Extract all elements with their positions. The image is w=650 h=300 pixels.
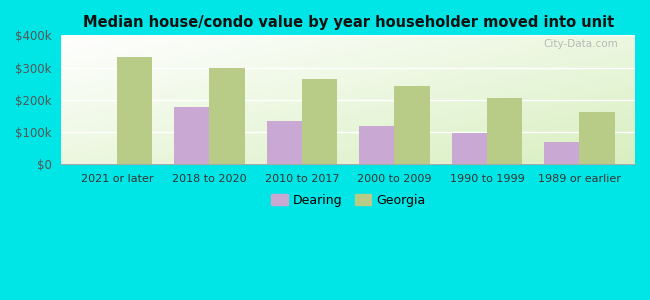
Bar xyxy=(395,86,430,164)
Bar xyxy=(266,121,302,164)
Title: Median house/condo value by year householder moved into unit: Median house/condo value by year househo… xyxy=(83,15,614,30)
Bar xyxy=(209,68,244,164)
Bar xyxy=(302,79,337,164)
Bar xyxy=(117,57,152,164)
Legend: Dearing, Georgia: Dearing, Georgia xyxy=(266,189,430,212)
Bar xyxy=(580,112,615,164)
Bar xyxy=(544,142,580,164)
Text: City-Data.com: City-Data.com xyxy=(543,39,618,49)
Bar xyxy=(452,133,487,164)
Bar xyxy=(174,107,209,164)
Bar xyxy=(359,126,395,164)
Bar xyxy=(487,98,522,164)
